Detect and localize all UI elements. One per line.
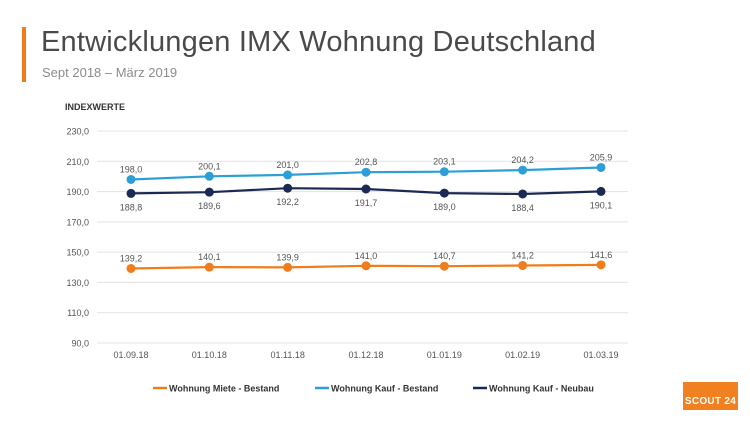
data-label: 141,6 xyxy=(590,250,613,260)
data-label: 190,1 xyxy=(590,200,613,210)
data-point xyxy=(361,167,371,177)
page-title: Entwicklungen IMX Wohnung Deutschland xyxy=(41,26,596,58)
x-tick-label: 01.02.19 xyxy=(505,350,540,360)
data-point xyxy=(439,188,449,198)
y-axis-ticks: 90,0 110,0 130,0 150,0 170,0 190,0 210,0 230,0 xyxy=(66,127,89,349)
legend: Wohnung Miete - Bestand Wohnung Kauf - Be… xyxy=(153,384,594,394)
data-point xyxy=(204,262,214,272)
page-subtitle: Sept 2018 – März 2019 xyxy=(42,65,178,80)
y-tick-label: 90,0 xyxy=(71,339,89,349)
x-tick-label: 01.01.19 xyxy=(427,350,462,360)
data-label: 141,0 xyxy=(355,251,378,261)
data-label: 189,6 xyxy=(198,201,221,211)
y-axis-label: INDEXWERTE xyxy=(65,102,125,112)
series-group: 139,2 140,1 139,9 141,0 140,7 141,2 141,6 198,0… xyxy=(120,152,613,273)
y-tick-label: 110,0 xyxy=(67,308,89,318)
x-tick-label: 01.11.18 xyxy=(270,350,304,360)
data-point xyxy=(439,261,449,271)
data-label: 202,8 xyxy=(355,157,378,167)
y-tick-label: 230,0 xyxy=(66,127,89,137)
scout24-logo: SCOUT 24 xyxy=(683,382,738,410)
data-point xyxy=(204,187,214,197)
data-label: 188,8 xyxy=(120,202,143,212)
y-tick-label: 150,0 xyxy=(66,248,89,258)
data-label: 192,2 xyxy=(276,197,299,207)
data-point xyxy=(596,186,606,196)
data-label: 140,1 xyxy=(198,252,221,262)
data-label: 191,7 xyxy=(355,198,378,208)
data-point xyxy=(361,184,371,194)
y-tick-label: 170,0 xyxy=(66,217,89,227)
data-point xyxy=(204,171,214,181)
y-tick-label: 190,0 xyxy=(66,187,89,197)
y-tick-label: 130,0 xyxy=(66,278,89,288)
x-tick-label: 01.03.19 xyxy=(583,350,618,360)
data-point xyxy=(596,162,606,172)
data-point xyxy=(126,188,136,198)
data-point xyxy=(439,167,449,177)
data-point xyxy=(126,263,136,273)
data-label: 203,1 xyxy=(433,157,456,167)
data-label: 204,2 xyxy=(511,155,534,165)
data-label: 205,9 xyxy=(590,152,613,162)
data-point xyxy=(361,261,371,271)
data-point xyxy=(518,189,528,199)
data-point xyxy=(126,174,136,184)
data-label: 141,2 xyxy=(511,250,534,260)
data-label: 139,9 xyxy=(276,252,299,262)
data-label: 198,0 xyxy=(120,164,143,174)
x-tick-label: 01.09.18 xyxy=(113,350,148,360)
title-accent-bar xyxy=(22,27,26,82)
legend-label: Wohnung Kauf - Neubau xyxy=(489,384,594,394)
data-point xyxy=(518,165,528,175)
data-label: 201,0 xyxy=(276,160,299,170)
data-point xyxy=(283,262,293,272)
x-tick-label: 01.10.18 xyxy=(192,350,227,360)
y-tick-label: 210,0 xyxy=(66,157,89,167)
data-point xyxy=(518,260,528,270)
legend-label: Wohnung Miete - Bestand xyxy=(169,384,279,394)
data-point xyxy=(283,170,293,180)
data-label: 200,1 xyxy=(198,161,221,171)
data-label: 139,2 xyxy=(120,253,143,263)
data-label: 140,7 xyxy=(433,251,456,261)
data-label: 189,0 xyxy=(433,202,456,212)
x-tick-label: 01.12.18 xyxy=(348,350,383,360)
data-point xyxy=(283,183,293,193)
data-point xyxy=(596,260,606,270)
legend-label: Wohnung Kauf - Bestand xyxy=(331,384,438,394)
x-axis-ticks: 01.09.18 01.10.18 01.11.18 01.12.18 01.01.19… xyxy=(113,350,618,360)
data-label: 188,4 xyxy=(511,203,534,213)
